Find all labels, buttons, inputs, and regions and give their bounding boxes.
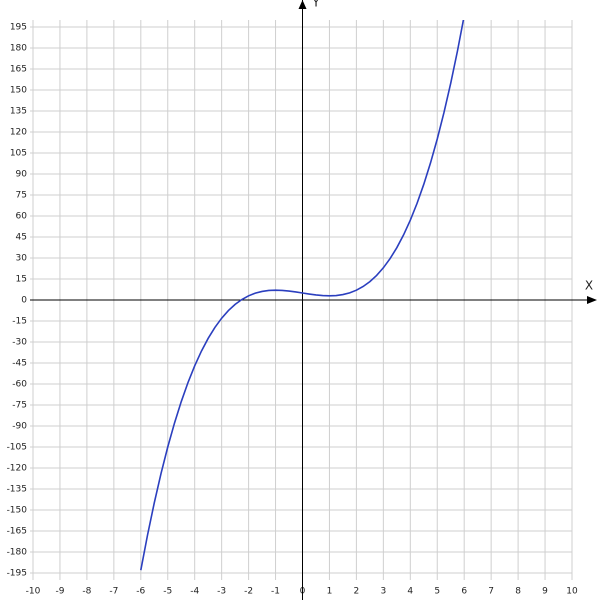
y-tick-label: -120 [7,464,28,474]
y-tick-label: 165 [10,65,27,75]
x-tick-label: -3 [217,587,226,597]
x-axis-label: X [585,279,593,293]
y-arrow [298,0,307,9]
y-tick-label: 75 [16,191,27,201]
y-tick-label: 15 [16,275,27,285]
x-tick-label: -1 [271,587,280,597]
y-tick-label: -105 [7,443,27,453]
x-tick-label: 10 [566,587,578,597]
y-tick-label: -195 [7,569,27,579]
y-tick-label: -45 [12,359,27,369]
x-tick-label: 2 [354,587,360,597]
y-axis-label: Y [311,0,320,10]
x-tick-label: 9 [542,587,548,597]
y-tick-label: 180 [10,44,27,54]
y-tick-label: -150 [7,506,28,516]
y-tick-label: -15 [12,317,27,327]
x-tick-label: 1 [327,587,333,597]
y-tick-label: -165 [7,527,27,537]
y-tick-label: -90 [12,422,27,432]
x-tick-label: 4 [407,587,413,597]
y-tick-label: -30 [12,338,27,348]
y-tick-label: 30 [16,254,28,264]
x-tick-label: -9 [55,587,64,597]
y-tick-label: 120 [10,128,27,138]
x-arrow [587,296,597,304]
x-tick-label: -2 [244,587,253,597]
y-tick-label: 0 [21,296,27,306]
y-tick-label: -135 [7,485,27,495]
x-tick-label: -10 [26,587,41,597]
tick-labels: -10-9-8-7-6-5-4-3-2-1012345678910-195-18… [7,23,578,597]
x-tick-label: -4 [190,587,199,597]
y-tick-label: 45 [16,233,27,243]
y-tick-label: -75 [12,401,27,411]
x-tick-label: -6 [136,587,145,597]
x-tick-label: 5 [434,587,440,597]
y-tick-label: -180 [7,548,28,558]
x-tick-label: 7 [488,587,494,597]
y-tick-label: 135 [10,107,27,117]
x-tick-label: 3 [380,587,386,597]
x-tick-label: 6 [461,587,467,597]
y-tick-label: 150 [10,86,27,96]
curve [140,20,465,571]
y-tick-label: 105 [10,149,27,159]
x-tick-label: 8 [515,587,521,597]
curves [140,20,465,571]
y-tick-label: 195 [10,23,27,33]
y-tick-label: -60 [12,380,27,390]
x-tick-label: -8 [82,587,91,597]
x-tick-label: -5 [163,587,172,597]
y-tick-label: 90 [16,170,28,180]
x-tick-label: -7 [109,587,118,597]
y-tick-label: 60 [16,212,28,222]
